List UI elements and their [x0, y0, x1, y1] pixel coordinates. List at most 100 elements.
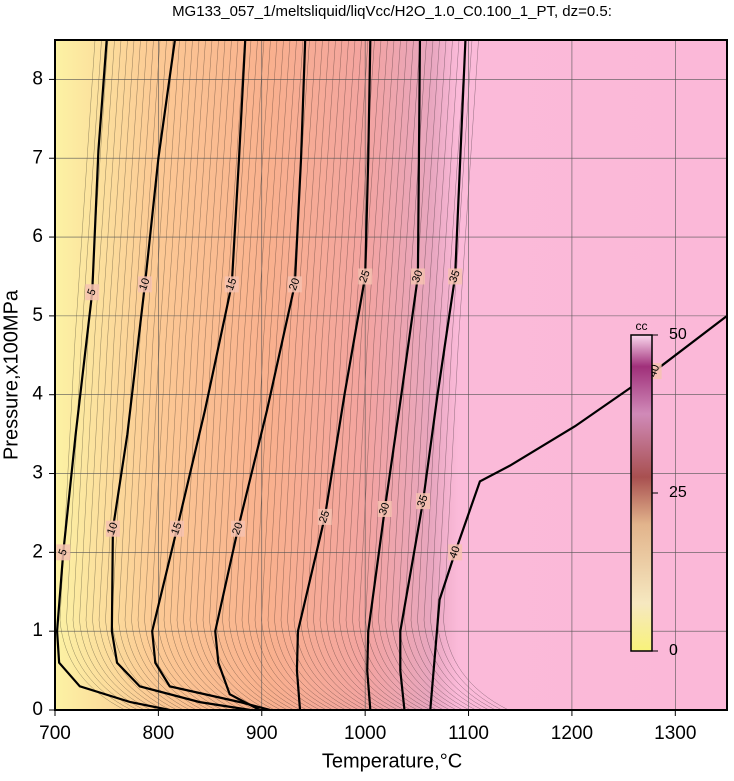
shade-line	[85, 39, 152, 711]
shade-line	[443, 39, 509, 711]
shade-line	[131, 39, 197, 711]
contour-label: 40	[447, 545, 462, 561]
contour-label-bg	[230, 520, 245, 537]
shade-line	[358, 39, 425, 711]
y-tick-label: 5	[32, 305, 43, 326]
shade-line	[339, 39, 405, 711]
colorbar-tick-label: 25	[669, 484, 687, 501]
shade-line	[118, 39, 184, 711]
contour-line	[55, 39, 170, 712]
shade-line	[365, 39, 431, 711]
shade-line	[280, 39, 347, 711]
shade-line	[371, 39, 438, 711]
y-tick-label: 7	[32, 147, 43, 168]
contour-label: 20	[230, 521, 245, 537]
shade-line	[404, 39, 470, 711]
contour-line	[110, 39, 251, 712]
shade-line	[150, 39, 217, 711]
colorbar-tick-label: 0	[669, 642, 678, 659]
shade-line	[196, 39, 262, 711]
shade-line	[228, 39, 295, 711]
shade-line	[417, 39, 483, 711]
contour-line	[151, 39, 271, 712]
shade-line	[66, 39, 132, 711]
contour-label: 30	[377, 501, 392, 517]
y-tick-label: 2	[32, 541, 43, 562]
contour-label-bg	[448, 544, 463, 561]
contour-label: 25	[317, 509, 332, 525]
chart-title: MG133_057_1/meltsliquid/liqVcc/H2O_1.0_C…	[172, 3, 612, 20]
shade-line	[384, 39, 451, 711]
contour-label: 25	[357, 269, 372, 285]
x-axis-label: Temperature,°C	[322, 750, 462, 772]
contour-label: 10	[137, 277, 152, 293]
colorbar-label: cc	[636, 319, 648, 333]
shade-line	[209, 39, 275, 711]
contour-line	[399, 39, 467, 711]
shade-line	[274, 39, 340, 711]
contour-label: 35	[415, 493, 430, 509]
x-tick-label: 1000	[344, 723, 386, 744]
contour-label-bg	[85, 284, 100, 301]
y-tick-label: 0	[32, 699, 43, 720]
shade-line	[306, 39, 373, 711]
contour-label: 30	[410, 269, 425, 285]
contour-line	[295, 39, 372, 711]
shade-line	[410, 39, 477, 711]
y-axis-label: Pressure,x100MPa	[0, 289, 22, 460]
x-tick-label: 800	[143, 723, 175, 744]
shade-line	[430, 39, 496, 711]
shade-line	[157, 39, 223, 711]
contour-label: 15	[169, 521, 184, 537]
shade-line	[241, 39, 308, 711]
shade-line	[98, 39, 165, 711]
x-tick-label: 1300	[654, 723, 696, 744]
shade-line	[391, 39, 457, 711]
shade-line	[72, 39, 139, 711]
contour-label-bg	[358, 268, 373, 285]
x-tick-label: 1200	[551, 723, 593, 744]
shade-line	[313, 39, 379, 711]
y-tick-label: 6	[32, 226, 43, 247]
shade-line	[326, 39, 392, 711]
shade-line	[287, 39, 353, 711]
y-tick-label: 3	[32, 463, 43, 484]
contour-label-bg	[137, 276, 152, 293]
contour-label-bg	[317, 508, 332, 525]
contour-label-bg	[224, 276, 239, 293]
shade-line	[202, 39, 269, 711]
contour-label-bg	[416, 493, 431, 510]
contour-label: 20	[287, 277, 302, 293]
shade-line	[215, 39, 282, 711]
shade-line	[397, 39, 464, 711]
y-tick-label: 8	[32, 68, 43, 89]
y-tick-label: 4	[32, 384, 43, 405]
shade-line	[137, 39, 204, 711]
shade-line	[293, 39, 360, 711]
contour-label: 15	[224, 277, 239, 293]
contour-label-bg	[448, 268, 463, 285]
shade-line	[423, 39, 490, 711]
contour-label-bg	[287, 276, 302, 293]
shade-line	[163, 39, 230, 711]
contour-label: 35	[447, 269, 462, 285]
contour-label: 5	[56, 547, 69, 557]
contour-label: 5	[85, 287, 98, 297]
contour-label-bg	[377, 501, 392, 517]
shade-line	[254, 39, 321, 711]
x-tick-label: 700	[39, 723, 71, 744]
contour-label-bg	[105, 520, 120, 537]
colorbar	[630, 334, 653, 652]
shade-line	[124, 39, 191, 711]
contour-label-bg	[56, 544, 71, 561]
y-tick-label: 1	[32, 620, 43, 641]
shade-line	[248, 39, 314, 711]
x-tick-label: 1100	[448, 723, 489, 744]
shade-line	[222, 39, 288, 711]
shade-line	[59, 39, 126, 711]
shade-line	[332, 39, 399, 711]
plot-background	[55, 40, 727, 710]
contour-label-bg	[410, 268, 425, 285]
shade-line	[378, 39, 444, 711]
